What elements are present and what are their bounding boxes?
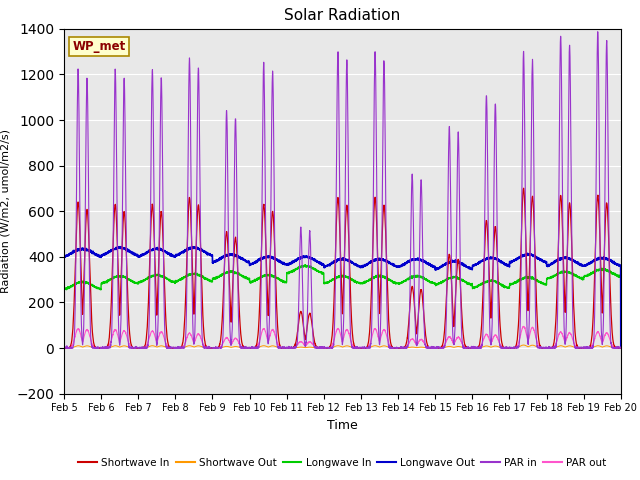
PAR out	[436, 345, 444, 351]
Title: Solar Radiation: Solar Radiation	[284, 9, 401, 24]
PAR in	[499, 345, 506, 351]
Longwave In	[616, 273, 624, 279]
Shortwave Out	[467, 345, 475, 351]
Shortwave In	[322, 345, 330, 351]
Shortwave In	[161, 273, 168, 278]
Shortwave In	[616, 345, 624, 351]
Shortwave Out	[499, 345, 506, 351]
Shortwave Out	[160, 344, 168, 349]
PAR out	[499, 345, 507, 350]
Shortwave In	[617, 345, 625, 351]
Text: WP_met: WP_met	[72, 40, 125, 53]
Shortwave In	[499, 343, 507, 349]
PAR in	[322, 345, 330, 350]
Line: PAR out: PAR out	[64, 326, 621, 348]
Longwave Out	[436, 264, 444, 270]
PAR in	[436, 345, 444, 350]
PAR out	[520, 324, 527, 329]
Shortwave In	[436, 345, 444, 351]
Line: Shortwave In: Shortwave In	[64, 188, 621, 348]
Longwave In	[301, 262, 309, 267]
PAR in	[160, 299, 168, 304]
Longwave Out	[60, 254, 68, 260]
Y-axis label: Radiation (W/m2, umol/m2/s): Radiation (W/m2, umol/m2/s)	[1, 129, 11, 293]
X-axis label: Time: Time	[327, 419, 358, 432]
Longwave Out	[322, 263, 330, 269]
PAR in	[60, 345, 68, 351]
Legend: Shortwave In, Shortwave Out, Longwave In, Longwave Out, PAR in, PAR out: Shortwave In, Shortwave Out, Longwave In…	[74, 454, 611, 472]
Line: Shortwave Out: Shortwave Out	[64, 345, 621, 348]
Longwave Out	[116, 244, 124, 250]
Line: PAR in: PAR in	[64, 32, 621, 348]
PAR out	[61, 345, 68, 351]
Longwave In	[322, 280, 330, 286]
Shortwave In	[60, 345, 68, 350]
PAR in	[616, 345, 624, 351]
PAR out	[616, 345, 624, 351]
Longwave Out	[499, 260, 507, 265]
PAR out	[467, 345, 475, 351]
Longwave Out	[617, 345, 625, 351]
Longwave In	[499, 284, 507, 289]
Shortwave In	[61, 345, 69, 351]
PAR out	[161, 335, 168, 341]
Shortwave Out	[60, 345, 68, 351]
Shortwave Out	[520, 342, 527, 348]
Line: Longwave In: Longwave In	[64, 264, 621, 348]
PAR out	[322, 345, 330, 350]
PAR out	[617, 345, 625, 351]
Longwave In	[617, 345, 625, 351]
Shortwave Out	[322, 345, 330, 351]
PAR in	[594, 29, 602, 35]
Longwave In	[60, 287, 68, 292]
Longwave Out	[616, 263, 624, 268]
Shortwave In	[520, 185, 527, 191]
Shortwave Out	[436, 345, 444, 351]
Longwave In	[160, 275, 168, 280]
PAR in	[467, 345, 475, 351]
Longwave Out	[467, 266, 475, 272]
Line: Longwave Out: Longwave Out	[64, 247, 621, 348]
Longwave Out	[161, 248, 168, 254]
Shortwave In	[467, 345, 475, 351]
Shortwave Out	[617, 345, 625, 351]
Longwave In	[467, 282, 475, 288]
Shortwave Out	[616, 345, 624, 351]
Longwave In	[436, 280, 444, 286]
PAR in	[617, 345, 625, 351]
PAR out	[60, 345, 68, 351]
